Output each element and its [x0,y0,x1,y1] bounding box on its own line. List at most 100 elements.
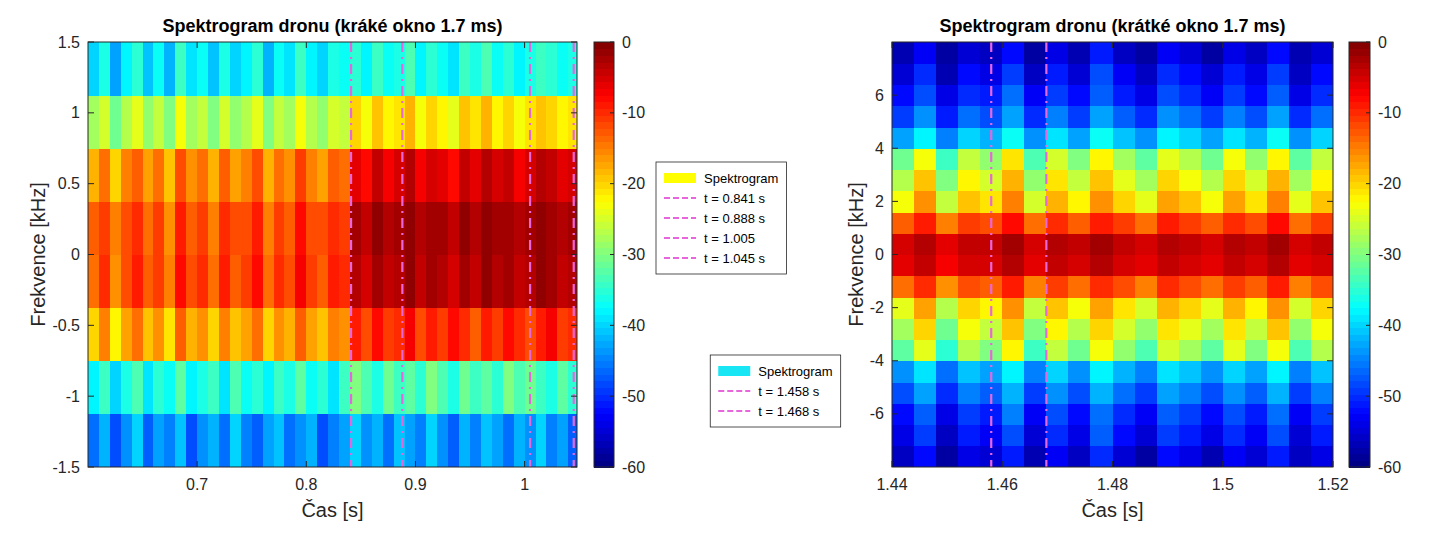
colorbar-swatch [594,42,614,49]
colorbar-swatch [594,407,614,414]
colorbar-swatch [594,155,614,162]
heatmap-cell [383,414,394,467]
heatmap-cell [306,361,317,415]
heatmap-cell [958,276,981,298]
heatmap-cell [186,148,197,202]
heatmap-cell [1201,85,1224,107]
colorbar-swatch [1349,42,1370,49]
y-tick [88,325,94,326]
y-tick [892,95,898,96]
heatmap-cell [1179,255,1202,277]
colorbar-swatch [594,108,614,115]
heatmap-cell [914,361,937,383]
heatmap-cell [892,170,915,192]
heatmap-cell [197,148,208,202]
legend-line-sample [664,237,696,239]
heatmap-cell [1311,297,1333,319]
heatmap-cell [1024,63,1047,85]
heatmap-cell [470,42,481,96]
heatmap-cell [339,148,350,202]
heatmap-cell [1289,361,1312,383]
heatmap-cell [426,42,437,96]
colorbar-swatch [1349,414,1370,421]
heatmap-cell [492,414,503,467]
heatmap-cell [448,42,459,96]
heatmap-cell [546,255,557,309]
heatmap-cell [514,361,525,415]
heatmap-cell [958,170,981,192]
x-tick [524,461,525,467]
heatmap-cell [958,191,981,213]
heatmap-cell [110,361,121,415]
heatmap-cell [328,42,339,96]
heatmap-cell [936,106,959,128]
heatmap-cell [1311,446,1333,467]
heatmap-cell [557,95,568,149]
heatmap-cell [1135,212,1158,234]
heatmap-cell [1223,127,1246,149]
heatmap-cell [958,42,981,64]
heatmap-cell [1201,318,1224,340]
heatmap-cell [1267,127,1290,149]
heatmap-cell [339,42,350,96]
heatmap-cell [197,95,208,149]
heatmap-cell [328,414,339,467]
colorbar-tick-label: -30 [1378,246,1401,263]
heatmap-cell [936,63,959,85]
heatmap-cell [1245,403,1268,425]
plot-area [88,42,577,467]
heatmap-cell [1157,382,1180,404]
heatmap-cell [892,85,915,107]
heatmap-cell [1311,361,1333,383]
heatmap-cell [361,95,372,149]
heatmap-cell [219,42,230,96]
heatmap-cell [1024,191,1047,213]
heatmap-cell [914,233,937,255]
heatmap-cell [514,201,525,255]
heatmap-cell [405,201,416,255]
heatmap-cell [1046,446,1069,467]
x-tick-label: 0.8 [295,476,317,493]
heatmap-cell [1267,85,1290,107]
heatmap-cell [88,361,99,415]
heatmap-cell [1157,318,1180,340]
colorbar-swatch [1349,122,1370,129]
heatmap-cell [936,148,959,170]
heatmap-cell [1201,63,1224,85]
colorbar-swatch [594,427,614,434]
heatmap-cell [143,361,154,415]
heatmap-cell [1113,85,1136,107]
heatmap-cell [394,95,405,149]
legend-swatch [664,173,696,183]
colorbar-swatch [1349,440,1370,447]
colorbar-frame [1349,42,1370,467]
heatmap-cell [263,95,274,149]
heatmap-cell [1135,63,1158,85]
heatmap-cell [1024,446,1047,467]
heatmap-cell [405,255,416,309]
heatmap-cell [892,297,915,319]
heatmap-cell [274,255,285,309]
heatmap-cell [481,148,492,202]
heatmap-cell [1046,255,1069,277]
colorbar-swatch [1349,341,1370,348]
heatmap-cell [99,201,110,255]
heatmap-cell [1090,170,1113,192]
heatmap-cell [1223,170,1246,192]
y-tick [88,112,94,113]
heatmap-cell [1311,191,1333,213]
heatmap-cell [1201,212,1224,234]
colorbar-swatch [1349,235,1370,242]
heatmap-cell [546,201,557,255]
heatmap-cell [1267,403,1290,425]
heatmap-cell [132,201,143,255]
heatmap-cell [914,148,937,170]
colorbar-tick [610,183,614,184]
heatmap-cell [1201,446,1224,467]
colorbar-swatch [1349,55,1370,62]
heatmap-cell [1046,170,1069,192]
y-tick [892,360,898,361]
legend-line-sample [664,217,696,219]
colorbar-tick [610,325,614,326]
heatmap-cell [1002,382,1025,404]
